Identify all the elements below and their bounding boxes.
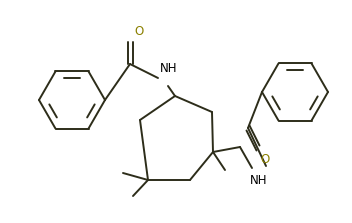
Text: NH: NH <box>160 62 177 75</box>
Text: O: O <box>260 153 269 166</box>
Text: O: O <box>134 25 143 38</box>
Text: NH: NH <box>250 174 268 187</box>
